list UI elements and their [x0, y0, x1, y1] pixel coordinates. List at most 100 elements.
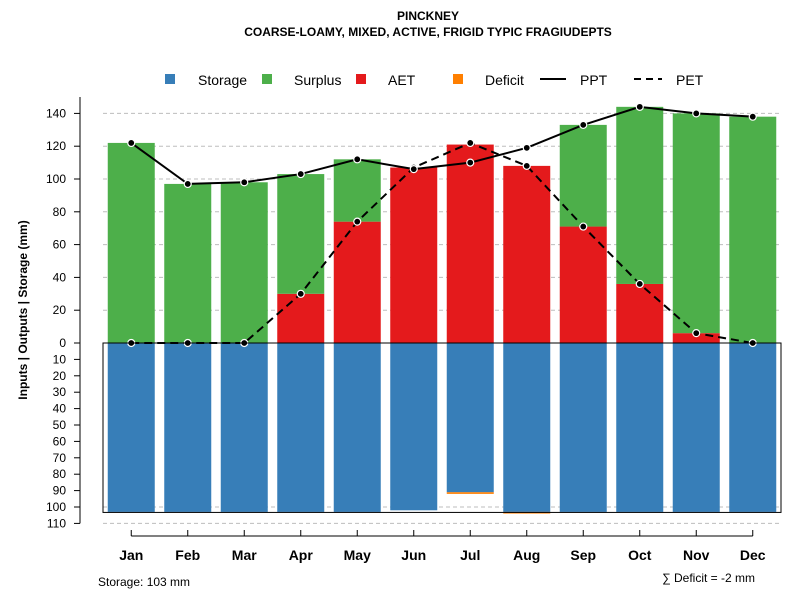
ppt-point — [635, 102, 644, 111]
legend-aet-swatch — [356, 74, 366, 84]
storage-bar — [333, 343, 381, 512]
ppt-line — [130, 105, 753, 185]
legend-deficit-swatch — [453, 74, 463, 84]
y-axis-label: Inputs | Outputs | Storage (mm) — [16, 220, 30, 399]
y-tick-label: 70 — [53, 451, 67, 465]
pet-point — [296, 289, 305, 298]
legend-surplus-label: Surplus — [294, 72, 341, 88]
legend-storage-label: Storage — [198, 72, 247, 88]
storage-bar — [107, 343, 155, 512]
surplus-bar — [220, 182, 268, 343]
y-tick-label: 20 — [53, 369, 67, 383]
legend-deficit-label: Deficit — [485, 72, 524, 88]
y-tick-label: 110 — [47, 516, 66, 530]
surplus-bar — [277, 174, 325, 294]
x-tick-label: May — [344, 547, 371, 563]
y-tick-label: 10 — [53, 352, 67, 366]
ppt-point — [183, 179, 192, 189]
surplus-bar — [559, 124, 607, 227]
ppt-point — [240, 178, 249, 187]
aet-bar — [559, 226, 607, 343]
y-tick-label: 50 — [53, 418, 67, 432]
y-tick-label: 20 — [53, 303, 67, 317]
aet-bar — [616, 283, 664, 343]
legend-aet-label: AET — [388, 72, 416, 88]
storage-bar — [220, 343, 268, 512]
x-tick-label: Jun — [401, 547, 426, 563]
y-tick-label: 60 — [53, 434, 67, 448]
ppt-point — [579, 120, 588, 129]
x-tick-label: Aug — [513, 547, 540, 563]
pet-point — [579, 222, 588, 231]
legend-ppt-label: PPT — [580, 72, 608, 88]
aet-bar — [390, 167, 438, 343]
x-tick-label: Jul — [460, 547, 480, 563]
storage-footnote: Storage: 103 mm — [98, 575, 190, 589]
storage-bar — [390, 343, 438, 511]
chart-title: PINCKNEY — [397, 9, 459, 23]
y-tick-label: 30 — [53, 385, 67, 399]
ppt-point — [409, 165, 418, 174]
pet-point — [692, 329, 701, 338]
ppt-point — [692, 109, 701, 118]
storage-bar — [616, 343, 664, 512]
y-tick-label: 60 — [53, 238, 67, 252]
aet-bar — [503, 165, 551, 343]
x-tick-label: Oct — [628, 547, 652, 563]
pet-line — [131, 141, 753, 344]
chart-subtitle: COARSE-LOAMY, MIXED, ACTIVE, FRIGID TYPI… — [244, 25, 612, 39]
storage-bar — [503, 343, 551, 512]
gridlines — [103, 112, 781, 524]
surplus-bar — [333, 159, 381, 222]
y-tick-label: 0 — [59, 336, 66, 350]
y-tick-label: 100 — [46, 172, 66, 186]
ppt-point — [522, 143, 531, 152]
surplus-bar — [616, 106, 664, 284]
surplus-bar — [672, 113, 720, 334]
surplus-bar — [729, 116, 777, 344]
storage-bar — [559, 343, 607, 512]
axes: 140 120 100 80 60 40 20 0 10 20 30 40 50 60 70 80 90 100 1… — [46, 97, 782, 563]
ppt-point — [466, 158, 475, 167]
storage-bar — [729, 343, 777, 512]
ppt-point — [296, 169, 305, 179]
aet-bar — [333, 221, 381, 343]
x-tick-label: Apr — [289, 547, 314, 563]
y-tick-label: 140 — [46, 106, 66, 120]
legend-storage-swatch — [165, 74, 175, 84]
deficit-sum: ∑ Deficit = -2 mm — [662, 571, 755, 585]
pet-point — [635, 279, 644, 289]
y-tick-label: 40 — [53, 402, 67, 416]
legend: Storage Surplus AET Deficit PPT PET — [165, 72, 704, 88]
y-tick-label: 80 — [53, 205, 67, 219]
legend-surplus-swatch — [262, 74, 272, 84]
y-tick-label: 100 — [46, 500, 66, 514]
deficit-bar — [446, 492, 494, 494]
y-tick-label: 120 — [46, 139, 66, 153]
storage-bar — [164, 343, 212, 512]
aet-bar — [672, 333, 720, 343]
x-tick-label: Feb — [175, 547, 200, 563]
ppt-point — [353, 155, 362, 164]
pet-point — [522, 161, 531, 170]
surplus-bar — [107, 142, 155, 343]
series-lines — [127, 102, 757, 348]
ppt-point — [127, 138, 136, 148]
aet-bar — [277, 293, 325, 343]
storage-bar — [672, 343, 720, 512]
pet-point — [353, 217, 362, 226]
surplus-bar — [164, 183, 212, 343]
x-tick-label: Nov — [683, 547, 710, 563]
x-tick-label: Dec — [740, 547, 766, 563]
x-tick-label: Mar — [232, 547, 257, 563]
storage-bar — [277, 343, 325, 512]
y-tick-label: 80 — [53, 467, 67, 481]
y-tick-label: 40 — [53, 270, 67, 284]
storage-bar — [446, 343, 494, 493]
aet-bar — [446, 144, 494, 343]
pet-point — [466, 138, 475, 148]
x-tick-label: Jan — [119, 547, 143, 563]
x-tick-label: Sep — [570, 547, 596, 563]
ppt-point — [748, 112, 757, 121]
